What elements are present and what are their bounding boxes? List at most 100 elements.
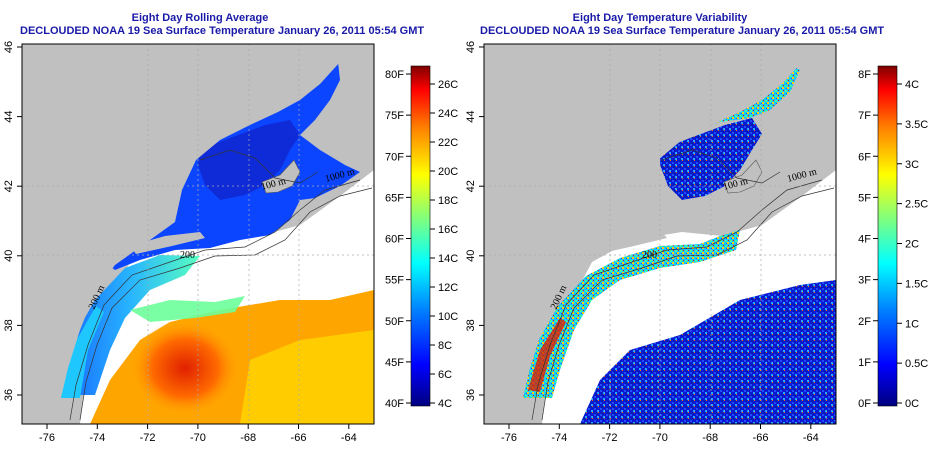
left-map-subtitle: DECLOUDED NOAA 19 Sea Surface Temperatur…	[20, 25, 425, 37]
left-map-x-tick-label: -70	[190, 432, 206, 444]
left-x-axis: -76 -74 -72 -70 -68 -66 -64	[39, 424, 357, 444]
left-map-bathymetry-contours	[69, 149, 373, 421]
right-map-variability-offshore	[580, 280, 836, 424]
right-colorbar-f-label: 7F	[858, 110, 871, 122]
right-map-offshore-cloud-patch	[600, 318, 660, 360]
left-map-warm-core	[130, 320, 240, 416]
left-map-x-tick-label: -66	[291, 432, 307, 444]
right-map-bathymetry-contours	[531, 149, 835, 421]
left-colorbar-c-label: 14C	[438, 253, 458, 265]
right-colorbar-f-label: 5F	[858, 192, 871, 204]
left-colorbar-f-label: 60F	[385, 234, 404, 246]
left-map-y-tick-label: 36	[3, 389, 15, 401]
left-colorbar-f-label: 50F	[385, 316, 404, 328]
right-map-title: Eight Day Temperature Variability DECLOU…	[480, 12, 885, 38]
right-map-y-tick-label: 36	[465, 389, 477, 401]
left-colorbar-c-label: 20C	[438, 166, 458, 178]
left-map-slope-water	[60, 255, 200, 395]
left-map-gulf-stream-yellow	[240, 330, 374, 424]
left-map-shelf-cyan	[58, 306, 104, 398]
left-map-title: Eight Day Rolling Average DECLOUDED NOAA…	[20, 12, 425, 38]
left-map-x-tick-label: -76	[39, 432, 55, 444]
left-map-title-text: Eight Day Rolling Average	[131, 12, 269, 24]
right-map-y-tick-label: 44	[465, 110, 477, 122]
left-map-slope-green	[130, 296, 245, 322]
right-colorbar-c-label: 0C	[905, 398, 919, 410]
right-map-x-tick-label: -74	[551, 432, 567, 444]
left-y-axis: 46 44 42 40 38 36	[3, 41, 22, 401]
right-map: 100 m 1000 m 200 200 m	[483, 43, 837, 425]
left-colorbar-f-label: 70F	[385, 151, 404, 163]
left-colorbar-c-label: 8C	[438, 340, 452, 352]
left-colorbar-c-label: 12C	[438, 282, 458, 294]
right-map-x-tick-label: -68	[702, 432, 718, 444]
left-map-contour-label-200: 200	[180, 250, 195, 261]
left-map-coastline-land	[22, 44, 374, 424]
right-map-x-tick-label: -66	[753, 432, 769, 444]
right-colorbar-f-label: 1F	[858, 357, 871, 369]
right-colorbar-f-label: 6F	[858, 151, 871, 163]
right-map-x-tick-label: -64	[803, 432, 819, 444]
right-map-long-island	[592, 232, 667, 254]
right-map-x-tick-label: -70	[652, 432, 668, 444]
right-colorbar-f-label: 3F	[858, 275, 871, 287]
right-colorbar-c-label: 3.5C	[905, 119, 928, 131]
right-map-y-tick-label: 42	[465, 180, 477, 192]
right-colorbar-f-label: 0F	[858, 398, 871, 410]
right-colorbar-f-label: 2F	[858, 316, 871, 328]
left-map-y-tick-label: 38	[3, 319, 15, 331]
right-map-subtitle: DECLOUDED NOAA 19 Sea Surface Temperatur…	[480, 25, 885, 37]
right-colorbar-c-label: 3C	[905, 159, 919, 171]
right-colorbar-f-label: 4F	[858, 234, 871, 246]
right-colorbar-c-label: 1.5C	[905, 278, 928, 290]
left-colorbar-c-label: 4C	[438, 398, 452, 410]
left-colorbar-f-label: 40F	[385, 398, 404, 410]
left-map: 100 m 1000 m 200 200 m	[21, 43, 375, 425]
left-map-y-tick-label: 40	[3, 250, 15, 262]
right-map-x-tick-label: -72	[602, 432, 618, 444]
right-colorbar: 8F 7F 6F 5F 4F 3F 2F 1F 0F 4C 3.5C 3C 2.5C 2C 1.5C 1C 0…	[858, 65, 928, 410]
left-map-graticule	[22, 44, 374, 424]
left-map-x-tick-label: -72	[140, 432, 156, 444]
left-colorbar-c-label: 18C	[438, 195, 458, 207]
left-map-x-tick-label: -64	[341, 432, 357, 444]
left-colorbar-c-label: 10C	[438, 311, 458, 323]
left-colorbar-f-label: 80F	[385, 69, 404, 81]
right-colorbar-c-label: 2C	[905, 239, 919, 251]
left-colorbar-f-label: 55F	[385, 275, 404, 287]
right-y-axis: 46 44 42 40 38 36	[465, 41, 484, 401]
right-map-y-tick-label: 38	[465, 319, 477, 331]
right-colorbar-c-label: 4C	[905, 79, 919, 91]
left-map-x-tick-label: -74	[89, 432, 105, 444]
right-map-x-tick-label: -76	[501, 432, 517, 444]
right-colorbar-c-label: 0.5C	[905, 358, 928, 370]
left-colorbar: 80F 75F 70F 65F 60F 55F 50F 45F 40F 26C 24C 22C 20C…	[385, 65, 458, 410]
right-map-coastline-land	[484, 44, 836, 424]
right-map-contour-label-200: 200	[642, 250, 657, 261]
left-colorbar-c-label: 24C	[438, 108, 458, 120]
right-colorbar-gradient	[877, 65, 898, 407]
left-colorbar-f-label: 45F	[385, 357, 404, 369]
left-map-y-tick-label: 44	[3, 110, 15, 122]
left-colorbar-f-label: 75F	[385, 110, 404, 122]
right-map-y-tick-label: 46	[465, 41, 477, 53]
left-colorbar-c-label: 22C	[438, 137, 458, 149]
left-colorbar-c-label: 26C	[438, 79, 458, 91]
right-x-axis: -76 -74 -72 -70 -68 -66 -64	[501, 424, 819, 444]
left-map-y-tick-label: 46	[3, 41, 15, 53]
right-map-cape-cod	[723, 159, 763, 194]
right-map-title-text: Eight Day Temperature Variability	[572, 12, 748, 24]
right-map-graticule	[484, 44, 836, 424]
right-colorbar-f-label: 8F	[858, 69, 871, 81]
left-colorbar-c-label: 6C	[438, 369, 452, 381]
right-map-y-tick-label: 40	[465, 250, 477, 262]
left-map-y-tick-label: 42	[3, 180, 15, 192]
left-map-cape-cod	[261, 159, 301, 194]
right-colorbar-c-label: 2.5C	[905, 199, 928, 211]
left-colorbar-gradient	[410, 65, 431, 407]
left-colorbar-f-label: 65F	[385, 192, 404, 204]
left-map-x-tick-label: -68	[240, 432, 256, 444]
left-map-long-island	[130, 232, 205, 254]
right-colorbar-c-label: 1C	[905, 318, 919, 330]
left-colorbar-c-label: 16C	[438, 224, 458, 236]
